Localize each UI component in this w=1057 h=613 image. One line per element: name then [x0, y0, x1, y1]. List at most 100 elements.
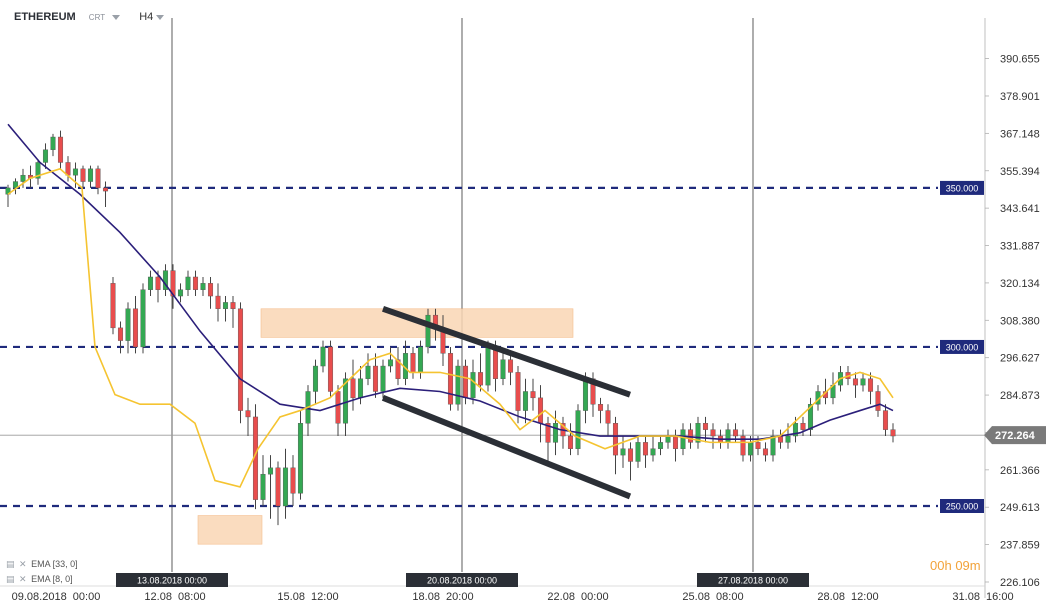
candle	[522, 378, 529, 424]
candle-body	[807, 404, 814, 430]
candle-body	[462, 365, 469, 399]
candle	[312, 359, 319, 405]
candle-body	[725, 429, 731, 443]
indicator-settings-icon[interactable]: ▤	[6, 559, 15, 569]
candle	[162, 264, 169, 297]
candle	[395, 346, 401, 386]
candle	[777, 429, 784, 449]
candle-body	[110, 283, 116, 329]
time-tick-label: 09.08.2018 00:00	[12, 591, 101, 603]
candle	[642, 436, 649, 468]
candle-body	[380, 365, 386, 392]
candle-body	[620, 448, 626, 456]
candle-body	[597, 404, 604, 411]
candle-body	[282, 467, 289, 507]
candle-body	[612, 423, 619, 456]
price-tick-label: 343.641	[1000, 203, 1040, 215]
candle-body	[87, 168, 94, 182]
legend-ema-33[interactable]: ▤ ✕ EMA [33, 0]	[6, 559, 78, 570]
candle	[762, 442, 769, 462]
candle-body	[515, 372, 521, 411]
timeframe-dropdown-icon[interactable]	[156, 14, 165, 20]
price-axis[interactable]: 390.655 378.901 367.148 355.394 343.641 331.8…	[984, 18, 1040, 598]
candle-body	[762, 448, 769, 456]
candle	[605, 404, 611, 437]
crosshair-label: 13.08.2018 00:00	[137, 576, 207, 586]
candle-body	[72, 168, 79, 176]
candle	[410, 346, 416, 379]
level-tag-label: 250.000	[946, 501, 979, 511]
candle-body	[132, 308, 139, 348]
ema-33-line	[7, 123, 894, 440]
candle-body	[95, 168, 101, 189]
level-tag-bg	[940, 498, 984, 513]
price-tick-label: 261.366	[1000, 465, 1040, 477]
symbol-name: ETHEREUM	[14, 11, 76, 23]
candle	[657, 436, 664, 456]
ema-8-line	[7, 167, 894, 488]
candle-body	[605, 410, 611, 424]
price-tick-label: 355.394	[1000, 166, 1040, 178]
price-tick-label: 249.613	[1000, 502, 1040, 514]
candle-body	[237, 308, 244, 411]
candle	[650, 436, 656, 462]
candle-body	[890, 429, 896, 437]
level-tag-label: 300.000	[946, 342, 979, 352]
candle-body	[192, 276, 199, 290]
indicator-settings-icon[interactable]: ▤	[6, 574, 15, 584]
time-tick-label: 15.08 12:00	[277, 591, 338, 603]
candle	[72, 162, 79, 188]
timeframe-selector[interactable]: H4	[139, 11, 154, 23]
time-tick-label: 28.08 12:00	[817, 591, 878, 603]
horizontal-levels	[0, 186, 938, 508]
candle-body	[260, 473, 266, 500]
candle	[530, 378, 536, 411]
candle	[170, 264, 176, 309]
candle-body	[702, 423, 709, 430]
candle-body	[477, 372, 484, 386]
legend-ema-8[interactable]: ▤ ✕ EMA [8, 0]	[6, 574, 73, 585]
candle-body	[657, 442, 664, 449]
candle-body	[770, 435, 776, 456]
time-tick-label: 12.08 08:00	[144, 591, 205, 603]
candle	[80, 165, 86, 188]
candle-body	[485, 346, 491, 386]
candle-body	[357, 378, 364, 399]
candle-body	[267, 467, 274, 475]
remove-indicator-icon[interactable]: ✕	[19, 574, 27, 584]
time-tick-label: 25.08 08:00	[682, 591, 743, 603]
candle-body	[792, 423, 799, 437]
candle-body	[200, 283, 206, 290]
candle-body	[155, 276, 161, 290]
candle	[57, 130, 64, 169]
candle-body	[522, 391, 529, 411]
candle	[50, 133, 56, 157]
candle	[477, 353, 484, 392]
candle-body	[447, 353, 454, 405]
remove-indicator-icon[interactable]: ✕	[19, 559, 27, 569]
candle	[215, 283, 221, 322]
candle	[770, 429, 776, 462]
candle-body	[125, 308, 131, 341]
candle	[597, 397, 604, 424]
candle-body	[785, 435, 791, 443]
candle	[87, 165, 94, 188]
candle-body	[230, 302, 236, 309]
candle	[200, 276, 206, 297]
candle	[185, 270, 191, 297]
candle-body	[275, 467, 281, 507]
current-price-label: 272.264	[995, 430, 1036, 442]
candle-body	[537, 397, 544, 424]
candle-body	[222, 302, 229, 309]
candle	[275, 461, 281, 526]
candle	[627, 442, 634, 481]
candle-countdown: 00h 09m	[930, 558, 981, 573]
candle-body	[387, 359, 394, 367]
time-axis[interactable]: 09.08.2018 00:00 12.08 08:00 15.08 12:00 18…	[0, 585, 1014, 603]
instrument-dropdown-icon[interactable]	[112, 14, 121, 20]
candle-body	[320, 346, 326, 367]
candle	[620, 436, 626, 468]
candle	[860, 372, 866, 392]
candle	[260, 455, 266, 506]
